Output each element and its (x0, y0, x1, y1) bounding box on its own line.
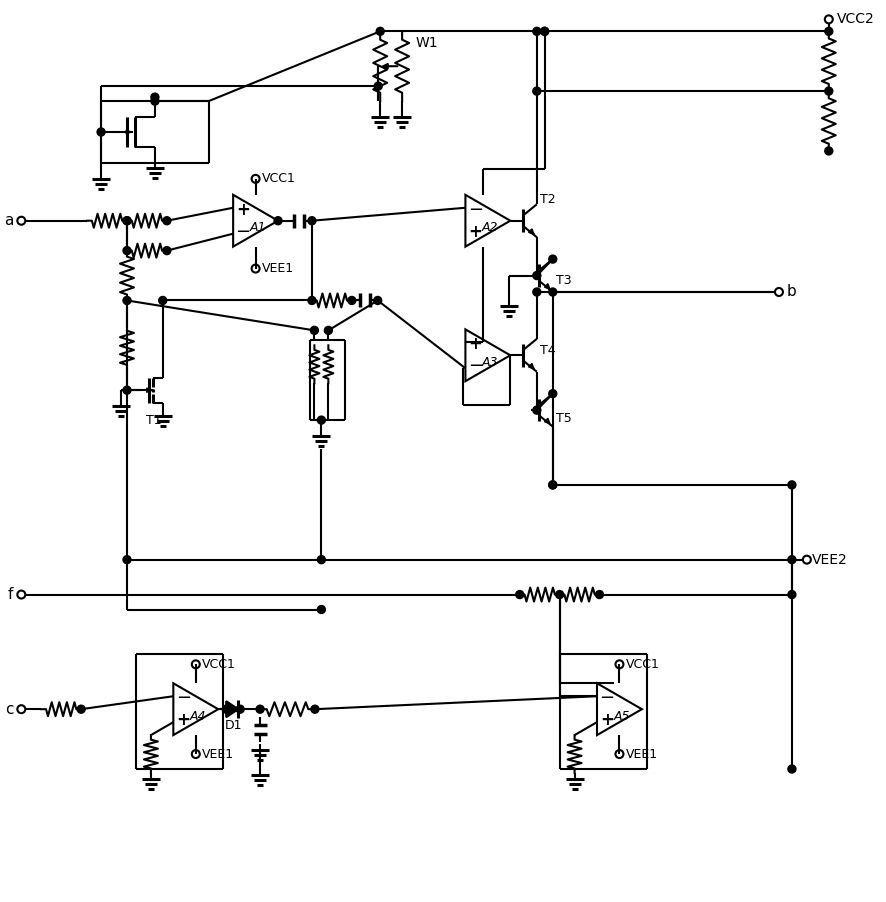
Circle shape (548, 288, 556, 296)
Text: a: a (4, 213, 13, 228)
Circle shape (548, 255, 556, 263)
Circle shape (123, 386, 131, 394)
Text: f: f (8, 587, 13, 602)
Circle shape (256, 705, 264, 713)
Circle shape (374, 82, 382, 90)
Text: VEE2: VEE2 (811, 553, 847, 566)
Circle shape (548, 481, 556, 489)
Circle shape (77, 705, 85, 713)
Circle shape (324, 327, 332, 335)
Text: T4: T4 (540, 344, 555, 357)
Circle shape (824, 87, 832, 95)
Polygon shape (226, 701, 238, 717)
Text: T3: T3 (556, 274, 571, 287)
Circle shape (532, 406, 540, 414)
Circle shape (540, 27, 548, 35)
Circle shape (787, 591, 795, 599)
Text: VEE1: VEE1 (201, 748, 234, 760)
Text: T2: T2 (540, 193, 555, 206)
Circle shape (532, 288, 540, 296)
Circle shape (163, 246, 171, 254)
Circle shape (317, 605, 325, 613)
Circle shape (159, 297, 167, 305)
Circle shape (548, 390, 556, 398)
Circle shape (540, 27, 548, 35)
Circle shape (515, 591, 523, 599)
Circle shape (151, 97, 159, 106)
Text: T5: T5 (556, 411, 571, 425)
Circle shape (123, 297, 131, 305)
Text: +: + (468, 336, 482, 354)
Circle shape (595, 591, 602, 599)
Circle shape (532, 272, 540, 280)
Circle shape (123, 216, 131, 225)
Circle shape (123, 216, 131, 225)
Text: T1: T1 (146, 414, 161, 427)
Text: W1: W1 (415, 36, 437, 51)
Circle shape (376, 27, 384, 35)
Circle shape (310, 327, 318, 335)
Circle shape (532, 27, 540, 35)
Circle shape (236, 705, 244, 713)
Circle shape (123, 556, 131, 564)
Text: A3: A3 (481, 355, 498, 369)
Text: −: − (467, 201, 482, 219)
Circle shape (317, 556, 325, 564)
Text: −: − (467, 357, 482, 375)
Text: A2: A2 (481, 221, 498, 235)
Text: +: + (468, 223, 482, 241)
Text: c: c (4, 702, 13, 717)
Circle shape (163, 216, 171, 225)
Circle shape (787, 556, 795, 564)
Text: VEE1: VEE1 (261, 262, 293, 275)
Text: VCC1: VCC1 (625, 658, 658, 671)
Circle shape (151, 93, 159, 101)
Circle shape (347, 297, 355, 305)
Text: VCC2: VCC2 (835, 13, 874, 26)
Text: A4: A4 (190, 710, 206, 723)
Circle shape (317, 416, 325, 424)
Circle shape (787, 481, 795, 489)
Text: D1: D1 (224, 719, 242, 732)
Circle shape (555, 591, 563, 599)
Circle shape (532, 87, 540, 95)
Text: VEE1: VEE1 (625, 748, 657, 760)
Text: −: − (236, 223, 251, 241)
Circle shape (274, 216, 282, 225)
Text: −: − (599, 689, 614, 707)
Text: A1: A1 (249, 221, 266, 235)
Circle shape (222, 705, 230, 713)
Circle shape (824, 147, 832, 155)
Circle shape (548, 481, 556, 489)
Circle shape (311, 705, 319, 713)
Circle shape (787, 765, 795, 773)
Text: VCC1: VCC1 (201, 658, 236, 671)
Circle shape (824, 27, 832, 35)
Text: −: − (175, 689, 190, 707)
Circle shape (373, 297, 381, 305)
Text: +: + (176, 711, 190, 729)
Text: +: + (599, 711, 613, 729)
Circle shape (123, 246, 131, 254)
Text: VCC1: VCC1 (261, 172, 295, 185)
Circle shape (97, 128, 105, 136)
Text: b: b (786, 284, 796, 299)
Text: A5: A5 (612, 710, 629, 723)
Circle shape (307, 216, 315, 225)
Circle shape (307, 297, 315, 305)
Text: +: + (236, 201, 250, 219)
